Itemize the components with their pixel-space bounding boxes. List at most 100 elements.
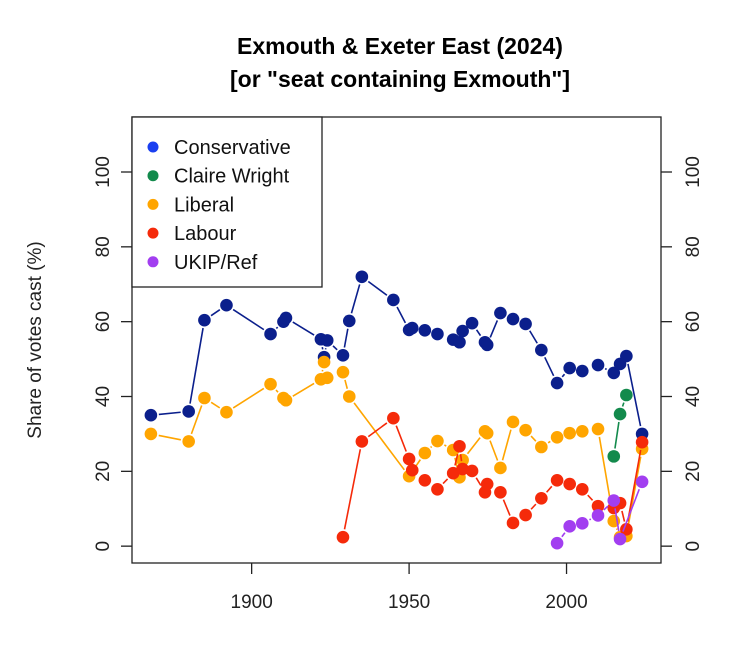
series-line-segment [367,280,388,296]
data-point [613,407,627,421]
series-line-segment [501,429,512,461]
legend-label: Conservative [174,137,291,159]
y-tick-label-right: 40 [683,386,704,407]
series-labour [336,411,649,544]
data-point [620,349,633,363]
data-point [591,499,605,513]
series-line-segment [561,532,566,538]
data-point [635,435,649,449]
series-line-segment [589,518,592,521]
data-point [405,463,419,477]
data-point [563,477,576,491]
data-point [453,335,466,349]
data-point [506,415,520,429]
series-line-segment [603,505,609,511]
series-line-segment [344,379,349,389]
data-point [550,536,564,550]
series-line-segment [626,456,642,529]
series-line-segment [189,327,204,404]
data-point [465,316,479,330]
data-point [431,327,444,341]
series-line-segment [343,449,362,530]
data-point [607,450,621,463]
data-point [336,365,350,379]
data-point [431,482,444,496]
series-line-segment [459,454,463,462]
x-tick-label: 1950 [388,592,430,613]
data-point [355,435,369,448]
data-point [575,424,589,438]
data-point [453,439,466,453]
data-point [418,323,432,337]
series-line-segment [626,449,642,522]
legend: Conservative Claire Wright Liberal Labour UK… [131,116,323,288]
series-line-segment [544,356,555,377]
series-line-segment [489,440,499,461]
data-point [320,371,334,385]
chart-title-line-1: Exmouth & Exeter East (2024) [237,33,563,59]
series-liberal [144,355,649,544]
data-point [198,391,211,405]
legend-marker [147,256,159,268]
data-point [279,393,293,407]
data-point [405,321,419,335]
axes: 1900 1950 2000 0 0 20 20 40 40 60 60 80 80 100 100 [93,156,704,613]
data-point [279,311,293,325]
series-line-segment [158,411,181,416]
series-line-segment [621,510,626,522]
series-line-segment [430,445,433,449]
series-line-segment [454,453,459,466]
data-point [182,405,195,418]
series-line-segment [396,306,407,324]
legend-marker [147,170,159,182]
chart-title-line-2: [or "seat containing Exmouth"] [230,66,570,92]
series-line-segment [604,367,607,371]
legend-label: Labour [174,223,237,245]
legend-marker [147,198,159,210]
y-tick-label-left: 0 [93,541,114,552]
x-tick-label: 2000 [545,592,587,613]
data-point [519,423,532,437]
series-line-segment [561,373,566,378]
series-line-segment [332,345,338,351]
data-point [519,508,532,522]
series-line-segment [232,387,265,409]
series-line-segment [475,329,482,337]
series-line-segment [530,435,537,442]
series-line-segment [546,485,553,493]
x-tick-label: 1900 [231,592,273,613]
series-line-segment [529,330,538,344]
data-point [563,361,576,375]
data-point [591,509,605,522]
y-tick-label-left: 80 [93,236,114,257]
data-point [317,355,331,369]
data-point [535,491,548,505]
data-point [620,523,633,536]
series-line-segment [475,477,482,486]
y-tick-label-left: 100 [93,156,114,188]
legend-label: Liberal [174,194,234,216]
data-point [620,388,633,402]
data-point [264,327,277,341]
data-point [591,422,605,436]
series-layer [144,270,649,550]
series-line-segment [275,389,279,393]
y-tick-label-right: 80 [683,236,704,257]
data-point [591,358,605,372]
data-point [563,520,576,533]
y-tick-label-right: 20 [683,461,704,482]
series-line-segment [530,503,537,510]
data-point [144,408,158,422]
legend-box [131,116,323,288]
data-point [575,364,589,378]
data-point [635,475,649,489]
data-point [446,466,460,480]
data-point [198,313,211,327]
series-line-segment [627,363,642,427]
series-line-segment [190,405,203,435]
data-point [182,435,195,448]
y-tick-label-right: 100 [683,156,704,188]
series-line-segment [621,402,625,407]
series-line-segment [587,494,594,501]
